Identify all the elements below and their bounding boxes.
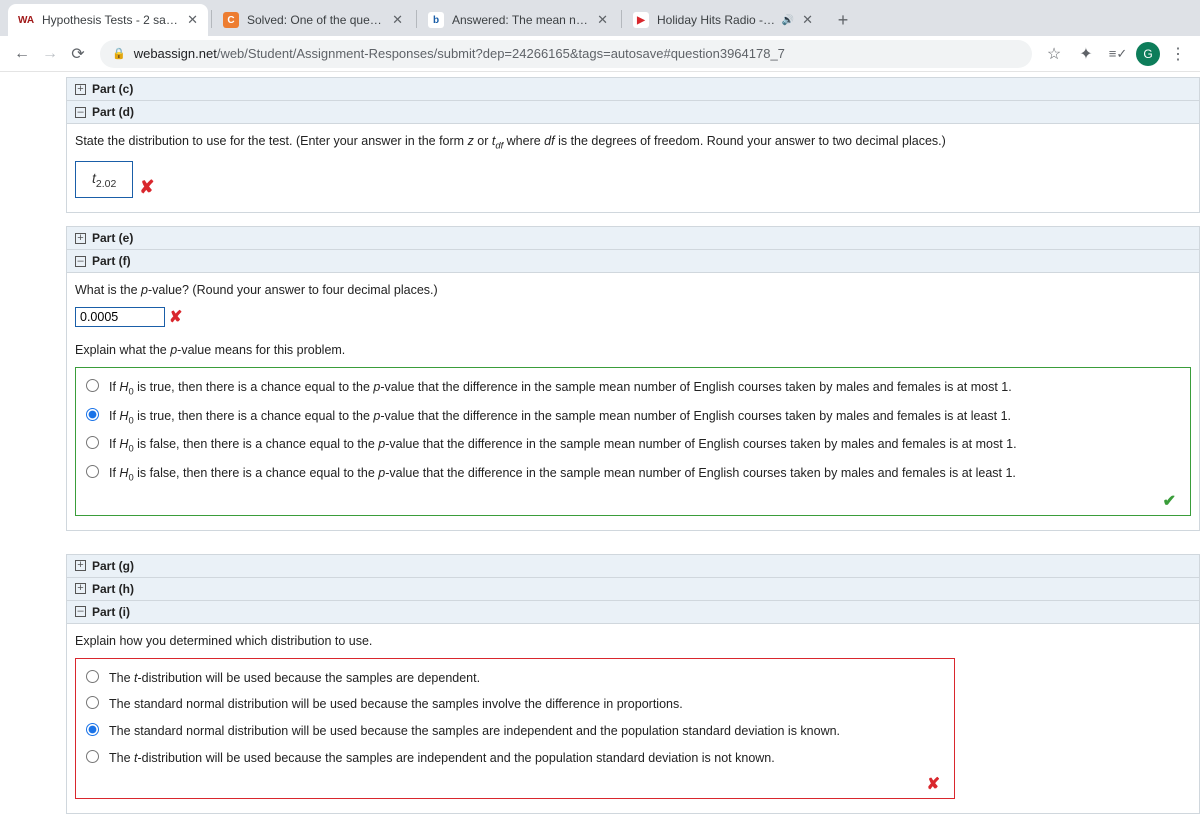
tab-strip: WA Hypothesis Tests - 2 samples ✕ C Solved: … (0, 0, 1200, 36)
collapse-icon: – (75, 256, 86, 267)
part-h-header[interactable]: + Part (h) (66, 577, 1200, 601)
part-label: Part (f) (92, 254, 131, 268)
address-bar[interactable]: 🔒 webassign.net/web/Student/Assignment-R… (100, 40, 1032, 68)
choice-text: If H0 is true, then there is a chance eq… (109, 378, 1012, 399)
part-i-body: Explain how you determined which distrib… (66, 624, 1200, 814)
part-d-answer-box[interactable]: t2.02 (75, 161, 133, 199)
part-e-header[interactable]: + Part (e) (66, 226, 1200, 250)
part-d-instruction: State the distribution to use for the te… (75, 134, 1191, 151)
part-i-header[interactable]: – Part (i) (66, 600, 1200, 624)
part-i-prompt: Explain how you determined which distrib… (75, 634, 1191, 648)
choice-text: The t-distribution will be used because … (109, 749, 775, 768)
radio-input[interactable] (86, 436, 99, 449)
browser-tab[interactable]: C Solved: One of the questions i ✕ (213, 4, 413, 36)
browser-tab[interactable]: WA Hypothesis Tests - 2 samples ✕ (8, 4, 208, 36)
collapse-icon: – (75, 606, 86, 617)
radio-input[interactable] (86, 379, 99, 392)
profile-avatar[interactable]: G (1136, 42, 1160, 66)
choice-text: If H0 is false, then there is a chance e… (109, 435, 1017, 456)
part-d-body: State the distribution to use for the te… (66, 124, 1200, 213)
correct-icon: ✔ (1163, 493, 1176, 510)
forward-button[interactable]: → (36, 40, 64, 68)
tab-title: Answered: The mean number o (452, 13, 589, 27)
incorrect-icon: ✘ (139, 177, 154, 198)
part-label: Part (d) (92, 105, 134, 119)
audio-icon: 🔊 (782, 15, 794, 26)
tab-favicon: ▶ (633, 12, 649, 28)
close-icon[interactable]: ✕ (802, 12, 813, 28)
expand-icon: + (75, 560, 86, 571)
tab-favicon: b (428, 12, 444, 28)
browser-toolbar: ← → ⟳ 🔒 webassign.net/web/Student/Assign… (0, 36, 1200, 72)
radio-input[interactable] (86, 723, 99, 736)
part-g-header[interactable]: + Part (g) (66, 554, 1200, 578)
incorrect-icon: ✘ (169, 307, 182, 327)
part-f-explain-prompt: Explain what the p-value means for this … (75, 343, 1191, 357)
browser-tab[interactable]: ▶ Holiday Hits Radio - Now P 🔊 ✕ (623, 4, 823, 36)
choice-row[interactable]: The standard normal distribution will be… (86, 718, 944, 745)
menu-icon[interactable]: ⋮ (1164, 40, 1192, 68)
collapse-icon: – (75, 107, 86, 118)
choice-row[interactable]: The t-distribution will be used because … (86, 665, 944, 692)
lock-icon: 🔒 (112, 47, 126, 60)
close-icon[interactable]: ✕ (392, 12, 403, 28)
part-f-header[interactable]: – Part (f) (66, 249, 1200, 273)
expand-icon: + (75, 84, 86, 95)
part-label: Part (i) (92, 605, 130, 619)
choice-text: If H0 is true, then there is a chance eq… (109, 407, 1011, 428)
choice-row[interactable]: If H0 is false, then there is a chance e… (86, 460, 1180, 489)
part-c-header[interactable]: + Part (c) (66, 77, 1200, 101)
star-icon[interactable]: ☆ (1040, 40, 1068, 68)
choice-row[interactable]: The t-distribution will be used because … (86, 745, 944, 772)
part-label: Part (c) (92, 82, 133, 96)
tab-title: Hypothesis Tests - 2 samples (42, 13, 179, 27)
new-tab-button[interactable]: + (829, 6, 857, 34)
radio-input[interactable] (86, 750, 99, 763)
back-button[interactable]: ← (8, 40, 36, 68)
browser-tab[interactable]: b Answered: The mean number o ✕ (418, 4, 618, 36)
radio-input[interactable] (86, 696, 99, 709)
radio-input[interactable] (86, 408, 99, 421)
choice-row[interactable]: If H0 is true, then there is a chance eq… (86, 374, 1180, 403)
choice-row[interactable]: If H0 is true, then there is a chance eq… (86, 403, 1180, 432)
tab-favicon: WA (18, 12, 34, 28)
choice-text: If H0 is false, then there is a chance e… (109, 464, 1016, 485)
part-label: Part (e) (92, 231, 133, 245)
part-label: Part (g) (92, 559, 134, 573)
choice-row[interactable]: The standard normal distribution will be… (86, 691, 944, 718)
tab-title: Holiday Hits Radio - Now P (657, 13, 776, 27)
tab-title: Solved: One of the questions i (247, 13, 384, 27)
choice-text: The standard normal distribution will be… (109, 722, 840, 741)
reading-list-icon[interactable]: ≡✓ (1104, 40, 1132, 68)
expand-icon: + (75, 583, 86, 594)
radio-input[interactable] (86, 670, 99, 683)
page-content: + Part (c) – Part (d) State the distribu… (0, 72, 1200, 834)
incorrect-icon: ✘ (927, 776, 940, 793)
part-f-q1: What is the p-value? (Round your answer … (75, 283, 1191, 297)
choice-text: The t-distribution will be used because … (109, 669, 480, 688)
part-f-body: What is the p-value? (Round your answer … (66, 273, 1200, 530)
part-i-choices: The t-distribution will be used because … (75, 658, 955, 799)
choice-row[interactable]: If H0 is false, then there is a chance e… (86, 431, 1180, 460)
url-domain: webassign.net (134, 46, 217, 61)
choice-text: The standard normal distribution will be… (109, 695, 683, 714)
expand-icon: + (75, 233, 86, 244)
pvalue-input[interactable] (75, 307, 165, 327)
radio-input[interactable] (86, 465, 99, 478)
extensions-icon[interactable]: ✦ (1072, 40, 1100, 68)
close-icon[interactable]: ✕ (187, 12, 198, 28)
part-d-header[interactable]: – Part (d) (66, 100, 1200, 124)
tab-favicon: C (223, 12, 239, 28)
close-icon[interactable]: ✕ (597, 12, 608, 28)
reload-button[interactable]: ⟳ (64, 40, 92, 68)
part-f-choices: If H0 is true, then there is a chance eq… (75, 367, 1191, 515)
part-label: Part (h) (92, 582, 134, 596)
url-path: /web/Student/Assignment-Responses/submit… (217, 46, 785, 61)
